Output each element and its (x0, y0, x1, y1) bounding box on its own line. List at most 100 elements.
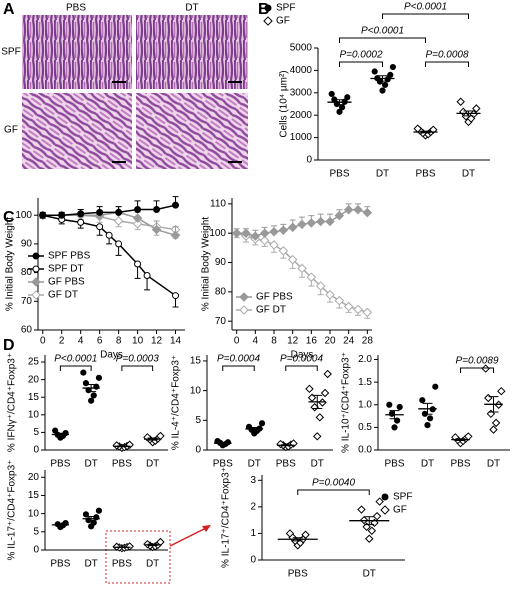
data-point (259, 235, 270, 246)
y-tick-label: 5 (33, 427, 39, 438)
data-point (276, 439, 285, 449)
data-point (113, 216, 124, 226)
y-tick-label: 20 (28, 374, 40, 385)
data-point (115, 208, 123, 216)
y-tick-label: 0 (33, 445, 39, 456)
data-point (320, 388, 330, 398)
sem-bar (147, 437, 158, 441)
data-point (278, 225, 289, 236)
data-point (328, 90, 335, 98)
p-value: P<0.0001 (54, 354, 97, 365)
sem-bar (488, 396, 499, 413)
p-value: P=0.0040 (312, 478, 356, 489)
sem-bar (312, 394, 323, 409)
data-point (132, 213, 143, 223)
data-point (419, 397, 426, 404)
sem-bar (86, 516, 97, 522)
data-point (362, 307, 373, 318)
y-tick-label: 3 (250, 475, 256, 486)
y-tick-label: 90 (215, 257, 227, 268)
y-tick-label: 15 (28, 392, 40, 403)
data-point (39, 211, 47, 219)
p-value: P=0.0004 (280, 354, 324, 365)
y-tick-label: 5000 (290, 43, 313, 54)
data-point (370, 518, 379, 528)
legend-label: GF PBS (256, 292, 293, 303)
data-point (396, 403, 403, 411)
data-point (497, 386, 506, 396)
sem-bar (455, 438, 466, 441)
x-tick-label: PBS (112, 559, 132, 570)
sem-bar (389, 410, 400, 420)
data-point (77, 210, 85, 218)
x-tick-label: PBS (50, 459, 70, 470)
legend-label: GF DT (48, 290, 78, 301)
data-point (389, 63, 396, 71)
y-tick-label: 15 (28, 490, 40, 501)
x-tick-label: PBS (450, 459, 470, 470)
x-tick-label: PBS (415, 169, 435, 180)
column-label: PBS (66, 3, 86, 14)
data-point (484, 393, 493, 403)
data-point (334, 210, 345, 221)
significance-bracket (297, 489, 370, 495)
legend-marker (31, 290, 41, 300)
x-tick-label: 4 (253, 336, 259, 347)
y-tick-label: 4000 (290, 65, 313, 76)
x-tick-label: 24 (343, 336, 355, 347)
y-tick-label: 15 (190, 356, 202, 367)
data-point (339, 104, 346, 111)
legend-marker (381, 493, 389, 501)
x-tick-label: DT (311, 459, 324, 470)
data-point (278, 246, 289, 256)
y-tick-label: 70 (215, 316, 227, 327)
y-axis-label: % Initial Body Weight (201, 217, 212, 312)
significance-bracket (460, 367, 494, 373)
histology-image (136, 15, 248, 89)
x-tick-label: 4 (78, 336, 84, 347)
data-point (258, 420, 266, 427)
data-point (491, 418, 501, 428)
y-axis-label: % IL-4⁺/CD4⁺Foxp3⁺ (171, 355, 182, 450)
x-tick-label: DT (84, 459, 97, 470)
sem-bar (422, 402, 433, 415)
data-point (134, 260, 142, 268)
p-value: P=0.0002 (339, 50, 383, 61)
data-point (151, 224, 162, 235)
sem-bar (292, 537, 303, 542)
data-point (315, 216, 326, 227)
data-point (82, 511, 90, 518)
data-point (301, 530, 310, 539)
data-point (481, 364, 490, 373)
sem-bar (420, 130, 431, 134)
zoom-arrow (169, 526, 209, 547)
data-point (95, 507, 103, 514)
sem-bar (249, 426, 260, 431)
legend-label: GF (276, 16, 290, 27)
data-point (323, 369, 332, 379)
x-tick-label: 0 (40, 336, 46, 347)
data-point (96, 223, 104, 231)
significance-bracket (59, 365, 92, 371)
sem-bar (116, 546, 127, 549)
data-point (153, 205, 161, 213)
y-tick-label: 0 (33, 545, 39, 556)
x-tick-label: PBS (50, 559, 70, 570)
data-point (269, 240, 279, 250)
y-tick-label: 100 (15, 210, 32, 221)
x-tick-label: PBS (213, 459, 233, 470)
y-tick-label: 2 (250, 502, 256, 513)
data-point (287, 254, 298, 265)
histology-image (22, 93, 132, 169)
data-point (432, 383, 439, 390)
x-tick-label: DT (146, 459, 159, 470)
data-point (172, 201, 180, 209)
legend-label: SPF DT (48, 264, 84, 275)
data-point (259, 228, 270, 238)
significance-bracket (121, 365, 154, 371)
x-tick-label: DT (421, 459, 434, 470)
x-tick-label: 12 (151, 336, 163, 347)
data-point (315, 413, 325, 422)
data-point (285, 529, 295, 538)
sem-bar (463, 110, 474, 117)
